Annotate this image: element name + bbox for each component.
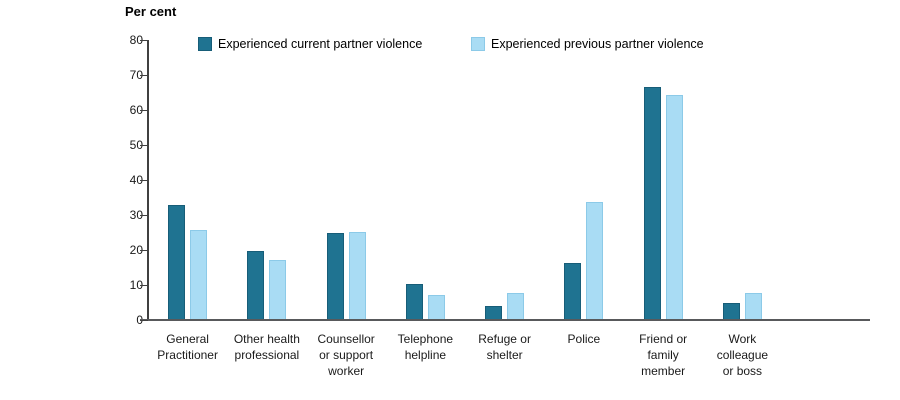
y-axis-tick-label: 40 — [129, 173, 143, 187]
y-axis-tick-label: 30 — [129, 208, 143, 222]
y-axis-tick-label: 60 — [129, 103, 143, 117]
bar-previous-partner-violence — [586, 202, 604, 320]
y-axis-tick — [140, 74, 148, 76]
legend-item-previous: Experienced previous partner violence — [471, 37, 704, 51]
y-axis-labels: 0 10 20 30 40 50 60 70 80 — [108, 33, 143, 327]
legend-label-current: Experienced current partner violence — [218, 37, 423, 51]
bar-current-partner-violence — [168, 204, 186, 320]
y-axis-tick-label: 10 — [129, 278, 143, 292]
legend-swatch-current — [198, 37, 212, 51]
bar-group — [386, 40, 465, 320]
y-axis-tick-label: 0 — [108, 312, 143, 328]
y-axis-tick — [140, 249, 148, 251]
bar-group — [148, 40, 227, 320]
bar-current-partner-violence — [405, 283, 423, 320]
bar-current-partner-violence — [722, 303, 740, 320]
y-axis-tick — [140, 284, 148, 286]
bar-previous-partner-violence — [665, 94, 683, 320]
x-axis-category-label: Police — [567, 332, 601, 346]
bar-previous-partner-violence — [269, 259, 287, 320]
x-axis-line — [140, 319, 870, 321]
y-axis-tick — [140, 39, 148, 41]
bars-layer — [148, 40, 782, 320]
y-axis-tick — [140, 144, 148, 146]
x-axis-category-label: Work colleague or boss — [716, 332, 769, 378]
bar-previous-partner-violence — [348, 232, 366, 320]
y-axis-tick — [140, 109, 148, 111]
x-axis-category-label: Counsellor or support worker — [317, 332, 375, 378]
x-axis-category-label: Telephone helpline — [397, 332, 454, 362]
y-axis-tick — [140, 179, 148, 181]
y-axis-tick-label: 70 — [129, 68, 143, 82]
bar-current-partner-violence — [326, 233, 344, 320]
legend-item-current: Experienced current partner violence — [198, 37, 422, 51]
y-axis-tick-label: 80 — [129, 33, 143, 47]
y-axis-title: Per cent — [125, 4, 177, 19]
bar-group — [307, 40, 386, 320]
bar-previous-partner-violence — [744, 293, 762, 320]
legend-swatch-previous — [471, 37, 485, 51]
bar-previous-partner-violence — [427, 294, 445, 320]
bar-previous-partner-violence — [507, 293, 525, 320]
bar-current-partner-violence — [564, 262, 582, 320]
x-axis-category-label: Friend or family member — [639, 332, 688, 378]
bar-group — [227, 40, 306, 320]
bar-group — [624, 40, 703, 320]
y-axis-line — [147, 40, 149, 321]
legend-label-previous: Experienced previous partner violence — [491, 37, 704, 51]
bar-group — [465, 40, 544, 320]
x-axis-labels: General Practitioner Other health professio… — [148, 331, 782, 379]
x-axis-category-label: Other health professional — [233, 332, 300, 362]
plot-area — [140, 39, 870, 321]
bar-group — [703, 40, 782, 320]
bar-current-partner-violence — [247, 251, 265, 320]
y-axis-tick-label: 20 — [129, 243, 143, 257]
bar-current-partner-violence — [485, 306, 503, 320]
bar-group — [544, 40, 623, 320]
bar-previous-partner-violence — [190, 229, 208, 320]
y-axis-tick-label: 50 — [129, 138, 143, 152]
x-axis-category-label: General Practitioner — [157, 332, 218, 362]
y-axis-tick — [140, 214, 148, 216]
x-axis-category-label: Refuge or shelter — [478, 332, 531, 362]
bar-current-partner-violence — [643, 87, 661, 320]
y-axis-tick — [140, 319, 148, 321]
